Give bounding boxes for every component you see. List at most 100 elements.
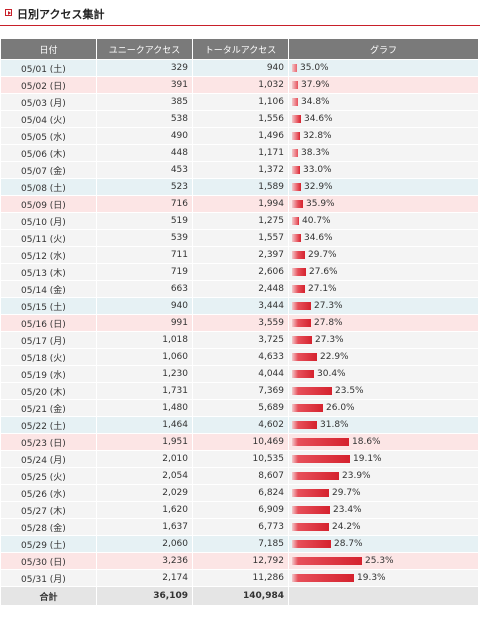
percentage-label: 31.8% xyxy=(320,419,349,430)
access-bar xyxy=(292,369,314,378)
percentage-label: 23.5% xyxy=(335,385,364,396)
percentage-label: 30.4% xyxy=(317,368,346,379)
unique-cell: 391 xyxy=(96,76,193,94)
unique-cell: 2,060 xyxy=(96,535,193,553)
access-bar xyxy=(292,403,323,412)
access-bar xyxy=(292,131,300,140)
access-bar xyxy=(292,63,297,72)
arrow-box-icon xyxy=(5,9,12,16)
date-cell: 05/01 (土) xyxy=(0,59,97,77)
table-row: 05/11 (火) 539 1,557 34.6% xyxy=(0,229,479,247)
total-row: 合計 36,109 140,984 xyxy=(0,586,479,606)
date-cell: 05/03 (月) xyxy=(0,93,97,111)
percentage-label: 32.9% xyxy=(304,181,333,192)
unique-cell: 523 xyxy=(96,178,193,196)
total-unique: 36,109 xyxy=(96,586,193,606)
graph-cell: 27.8% xyxy=(288,314,479,332)
table-row: 05/22 (土) 1,464 4,602 31.8% xyxy=(0,416,479,434)
graph-cell: 23.5% xyxy=(288,382,479,400)
date-cell: 05/24 (月) xyxy=(0,450,97,468)
unique-cell: 1,464 xyxy=(96,416,193,434)
access-bar xyxy=(292,199,303,208)
column-header-date: 日付 xyxy=(0,38,97,60)
table-row: 05/20 (木) 1,731 7,369 23.5% xyxy=(0,382,479,400)
access-bar xyxy=(292,573,354,582)
date-cell: 05/10 (月) xyxy=(0,212,97,230)
total-cell: 12,792 xyxy=(192,552,289,570)
graph-cell: 35.9% xyxy=(288,195,479,213)
total-cell: 3,725 xyxy=(192,331,289,349)
total-total: 140,984 xyxy=(192,586,289,606)
unique-cell: 1,060 xyxy=(96,348,193,366)
unique-cell: 663 xyxy=(96,280,193,298)
table-row: 05/10 (月) 519 1,275 40.7% xyxy=(0,212,479,230)
unique-cell: 539 xyxy=(96,229,193,247)
date-cell: 05/23 (日) xyxy=(0,433,97,451)
date-cell: 05/30 (日) xyxy=(0,552,97,570)
total-cell: 5,689 xyxy=(192,399,289,417)
unique-cell: 385 xyxy=(96,93,193,111)
percentage-label: 32.8% xyxy=(303,130,332,141)
graph-cell: 32.9% xyxy=(288,178,479,196)
table-row: 05/29 (土) 2,060 7,185 28.7% xyxy=(0,535,479,553)
date-cell: 05/06 (木) xyxy=(0,144,97,162)
access-bar xyxy=(292,284,305,293)
percentage-label: 24.2% xyxy=(332,521,361,532)
graph-cell: 27.6% xyxy=(288,263,479,281)
table-row: 05/23 (日) 1,951 10,469 18.6% xyxy=(0,433,479,451)
table-row: 05/04 (火) 538 1,556 34.6% xyxy=(0,110,479,128)
table-row: 05/12 (水) 711 2,397 29.7% xyxy=(0,246,479,264)
total-label: 合計 xyxy=(0,586,97,606)
total-cell: 2,397 xyxy=(192,246,289,264)
graph-cell: 28.7% xyxy=(288,535,479,553)
percentage-label: 22.9% xyxy=(320,351,349,362)
total-graph-cell xyxy=(288,586,479,606)
unique-cell: 940 xyxy=(96,297,193,315)
unique-cell: 1,018 xyxy=(96,331,193,349)
table-row: 05/02 (日) 391 1,032 37.9% xyxy=(0,76,479,94)
graph-cell: 32.8% xyxy=(288,127,479,145)
total-cell: 1,032 xyxy=(192,76,289,94)
total-cell: 1,556 xyxy=(192,110,289,128)
date-cell: 05/19 (水) xyxy=(0,365,97,383)
unique-cell: 1,637 xyxy=(96,518,193,536)
graph-cell: 23.4% xyxy=(288,501,479,519)
unique-cell: 716 xyxy=(96,195,193,213)
table-row: 05/16 (日) 991 3,559 27.8% xyxy=(0,314,479,332)
table-row: 05/08 (土) 523 1,589 32.9% xyxy=(0,178,479,196)
total-cell: 2,606 xyxy=(192,263,289,281)
access-bar xyxy=(292,250,305,259)
table-row: 05/01 (土) 329 940 35.0% xyxy=(0,59,479,77)
total-cell: 11,286 xyxy=(192,569,289,587)
date-cell: 05/04 (火) xyxy=(0,110,97,128)
total-cell: 1,496 xyxy=(192,127,289,145)
total-cell: 6,824 xyxy=(192,484,289,502)
graph-cell: 29.7% xyxy=(288,484,479,502)
percentage-label: 29.7% xyxy=(308,249,337,260)
graph-cell: 19.1% xyxy=(288,450,479,468)
unique-cell: 991 xyxy=(96,314,193,332)
percentage-label: 27.3% xyxy=(314,300,343,311)
date-cell: 05/17 (月) xyxy=(0,331,97,349)
access-bar xyxy=(292,335,312,344)
percentage-label: 37.9% xyxy=(301,79,330,90)
table-row: 05/28 (金) 1,637 6,773 24.2% xyxy=(0,518,479,536)
percentage-label: 27.3% xyxy=(315,334,344,345)
table-row: 05/13 (木) 719 2,606 27.6% xyxy=(0,263,479,281)
unique-cell: 490 xyxy=(96,127,193,145)
unique-cell: 2,174 xyxy=(96,569,193,587)
access-bar xyxy=(292,437,349,446)
date-cell: 05/29 (土) xyxy=(0,535,97,553)
date-cell: 05/27 (木) xyxy=(0,501,97,519)
access-bar xyxy=(292,539,331,548)
percentage-label: 27.6% xyxy=(309,266,338,277)
graph-cell: 38.3% xyxy=(288,144,479,162)
date-cell: 05/05 (水) xyxy=(0,127,97,145)
graph-cell: 19.3% xyxy=(288,569,479,587)
access-bar xyxy=(292,488,329,497)
total-cell: 10,469 xyxy=(192,433,289,451)
date-cell: 05/12 (水) xyxy=(0,246,97,264)
table-row: 05/05 (水) 490 1,496 32.8% xyxy=(0,127,479,145)
percentage-label: 40.7% xyxy=(302,215,331,226)
total-cell: 8,607 xyxy=(192,467,289,485)
